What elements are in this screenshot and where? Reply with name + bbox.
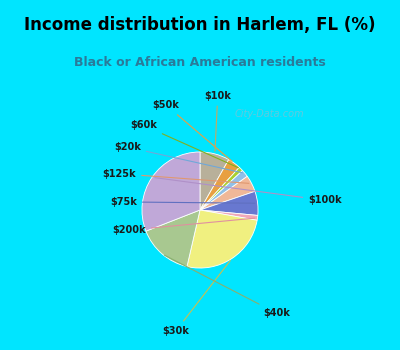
- Wedge shape: [200, 170, 247, 210]
- Text: $20k: $20k: [114, 142, 242, 173]
- Text: $30k: $30k: [162, 261, 230, 336]
- Wedge shape: [200, 152, 229, 210]
- Text: $200k: $200k: [112, 218, 255, 235]
- Text: $100k: $100k: [155, 178, 342, 205]
- Wedge shape: [142, 152, 200, 231]
- Wedge shape: [146, 210, 200, 267]
- Text: $60k: $60k: [130, 120, 238, 168]
- Text: Black or African American residents: Black or African American residents: [74, 56, 326, 70]
- Text: $10k: $10k: [204, 91, 231, 151]
- Text: $125k: $125k: [102, 169, 249, 183]
- Wedge shape: [200, 160, 239, 210]
- Text: $50k: $50k: [153, 100, 232, 161]
- Wedge shape: [200, 167, 242, 210]
- Text: City-Data.com: City-Data.com: [234, 109, 304, 119]
- Wedge shape: [200, 191, 258, 216]
- Text: $75k: $75k: [110, 197, 255, 207]
- Wedge shape: [200, 176, 255, 210]
- Text: Income distribution in Harlem, FL (%): Income distribution in Harlem, FL (%): [24, 16, 376, 34]
- Wedge shape: [200, 210, 258, 220]
- Wedge shape: [187, 210, 257, 268]
- Text: $40k: $40k: [164, 255, 290, 318]
